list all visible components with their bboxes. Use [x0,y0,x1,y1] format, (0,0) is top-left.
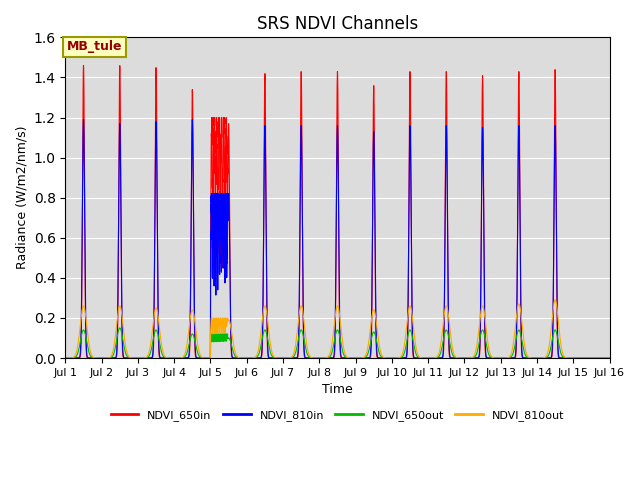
NDVI_810in [172,355,180,361]
NDVI_810out [172,355,180,361]
NDVI_810out [178,355,186,360]
Text: MB_tule: MB_tule [67,40,123,53]
NDVI_810out [61,355,69,361]
NDVI_650in [490,355,498,361]
NDVI_810in [178,355,186,361]
Line: NDVI_810out: NDVI_810out [65,300,609,358]
NDVI_650out [604,355,612,361]
NDVI_810in [605,355,613,361]
Title: SRS NDVI Channels: SRS NDVI Channels [257,15,418,33]
NDVI_650out [61,355,69,361]
X-axis label: Time: Time [322,383,353,396]
NDVI_810in [604,355,612,361]
NDVI_650in [604,355,612,361]
NDVI_650in [266,355,273,361]
NDVI_650in [413,355,420,361]
Line: NDVI_650out: NDVI_650out [65,328,609,358]
NDVI_810out [413,347,420,352]
NDVI_650out [116,325,124,331]
NDVI_810out [570,355,577,361]
NDVI_650in [605,355,613,361]
NDVI_810out [551,297,559,303]
NDVI_810in [61,355,69,361]
Line: NDVI_810in: NDVI_810in [65,120,609,358]
Legend: NDVI_650in, NDVI_810in, NDVI_650out, NDVI_810out: NDVI_650in, NDVI_810in, NDVI_650out, NDV… [106,405,569,425]
NDVI_650in [80,63,88,69]
NDVI_810out [490,355,497,360]
NDVI_650in [570,355,577,361]
NDVI_810in [490,355,498,361]
NDVI_650out [413,352,420,358]
NDVI_810in [79,117,87,122]
NDVI_810in [413,355,420,361]
NDVI_810in [570,355,577,361]
NDVI_650out [490,355,498,361]
NDVI_650out [178,355,186,361]
NDVI_650out [570,355,577,361]
NDVI_810in [266,355,273,360]
NDVI_650out [605,355,613,361]
NDVI_650in [172,355,180,361]
NDVI_810out [604,355,612,361]
NDVI_810out [605,355,613,361]
NDVI_650out [266,344,273,350]
NDVI_810out [265,331,273,336]
NDVI_650in [178,355,186,361]
NDVI_650out [172,355,180,361]
Line: NDVI_650in: NDVI_650in [65,66,609,358]
Y-axis label: Radiance (W/m2/nm/s): Radiance (W/m2/nm/s) [15,126,28,269]
NDVI_650in [61,355,69,361]
